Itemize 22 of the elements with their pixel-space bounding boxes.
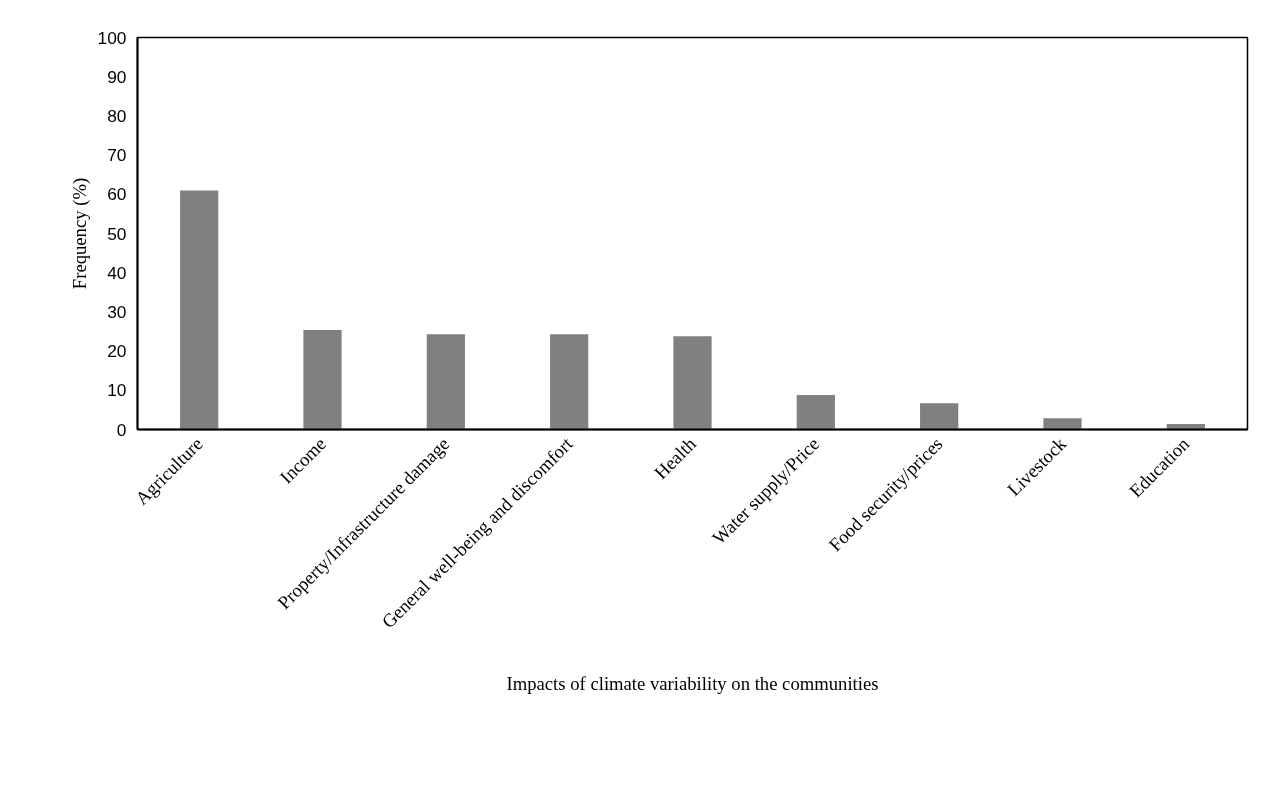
bar <box>303 329 342 430</box>
y-tick-label: 90 <box>107 66 127 87</box>
y-tick-label: 100 <box>97 27 127 48</box>
y-axis-title: Frequency (%) <box>68 177 91 290</box>
bar <box>1166 424 1205 430</box>
y-tick-label: 80 <box>107 105 127 126</box>
y-tick-label: 0 <box>116 419 127 440</box>
bar <box>180 190 219 430</box>
y-tick-label: 10 <box>107 380 127 401</box>
y-tick-label: 60 <box>107 184 127 205</box>
y-tick-label: 20 <box>107 341 127 362</box>
bar <box>796 395 835 430</box>
y-tick-label: 40 <box>107 262 127 283</box>
y-tick-label: 50 <box>107 223 127 244</box>
bar <box>920 403 959 430</box>
bar <box>550 334 589 430</box>
bar <box>426 334 465 430</box>
x-axis-title: Impacts of climate variability on the communities <box>506 672 879 694</box>
bar <box>1043 418 1082 430</box>
y-tick-label: 30 <box>107 301 127 322</box>
bar <box>673 336 712 430</box>
y-tick-label: 70 <box>107 145 127 166</box>
